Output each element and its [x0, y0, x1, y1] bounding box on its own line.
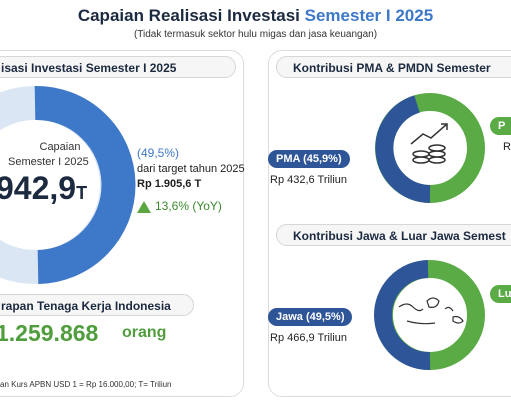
donut-label: Capaian	[39, 141, 81, 153]
capaian-donut	[0, 85, 136, 284]
section-heading: Kontribusi Jawa & Luar Jawa Semest	[276, 224, 511, 246]
jobs-value: 1.259.868	[0, 320, 99, 346]
yoy: 13,6% (YoY)	[155, 199, 222, 213]
right-panel	[268, 50, 511, 397]
donut-progress	[34, 85, 136, 284]
pma-donut	[375, 93, 485, 203]
subtitle: (Tidak termasuk sektor hulu migas dan ja…	[133, 29, 378, 40]
target-text: dari target tahun 2025	[137, 163, 245, 175]
jawa-value: Rp 466,9 Triliun	[270, 332, 348, 344]
title-highlight: Semester I 2025	[304, 6, 434, 25]
donut-label: Semester I 2025	[8, 156, 89, 168]
footnote: an Kurs APBN USD 1 = Rp 16.000,00; T= Tr…	[0, 380, 172, 389]
pmdn-value: R	[503, 141, 511, 153]
donut-blue	[374, 260, 431, 371]
pma-tag: PMA (45,9%)	[268, 150, 350, 168]
pma-value: Rp 432,6 Triliun	[270, 174, 348, 186]
section-heading: Kontribusi PMA & PMDN Semester	[276, 56, 511, 78]
unit: T	[76, 183, 88, 203]
percent: (49,5%)	[137, 146, 180, 160]
jawa-tag: Jawa (49,5%)	[268, 308, 353, 326]
title-text: Capaian Realisasi Investasi	[77, 6, 300, 25]
section-heading: rapan Tenaga Kerja Indonesia	[0, 294, 194, 316]
pmdn-tag: P	[490, 117, 511, 135]
title: Capaian Realisasi Investasi Semester I 2…	[0, 6, 511, 26]
donut-blue	[375, 95, 431, 203]
left-panel	[0, 50, 244, 397]
donut-value: 942,9T	[0, 170, 87, 207]
section-heading: isasi Investasi Semester I 2025	[0, 56, 236, 78]
target-value: Rp 1.905,6 T	[137, 178, 202, 190]
coins-icon	[410, 123, 448, 164]
jawa-donut	[374, 260, 485, 371]
jobs-unit: orang	[122, 324, 167, 341]
luar-tag: Lu	[490, 285, 511, 303]
map-icon	[398, 297, 464, 325]
value: 942,9	[0, 170, 77, 206]
up-arrow	[137, 201, 151, 213]
donut-hole	[0, 121, 99, 249]
